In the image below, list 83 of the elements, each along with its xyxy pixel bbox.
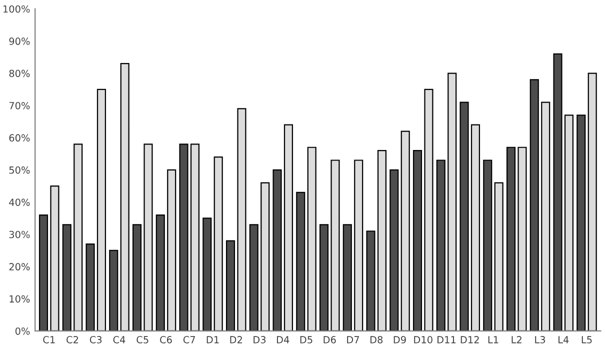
x-tick-label: C2 xyxy=(66,336,78,344)
x-tick-label: D9 xyxy=(394,336,406,344)
bar xyxy=(470,124,480,331)
bar xyxy=(342,224,352,331)
bar xyxy=(86,243,95,331)
bar xyxy=(96,88,106,331)
x-tick-label: D12 xyxy=(460,336,479,344)
x-tick-label: D3 xyxy=(254,336,266,344)
bar xyxy=(400,130,410,331)
y-tick-label: 0% xyxy=(15,327,30,335)
x-tick-label: D8 xyxy=(370,336,383,344)
bar xyxy=(553,53,562,331)
bar xyxy=(190,144,200,331)
y-tick-label: 10% xyxy=(10,295,30,303)
bar xyxy=(460,102,469,331)
bar xyxy=(144,144,153,331)
bar xyxy=(156,214,165,331)
bar xyxy=(50,185,60,331)
bar xyxy=(319,224,329,331)
x-tick-label: L2 xyxy=(512,336,522,344)
bar xyxy=(167,169,176,331)
y-tick-label: 80% xyxy=(9,70,30,78)
x-tick-label: D10 xyxy=(414,336,432,344)
y-tick-label: 60% xyxy=(9,134,30,142)
bar xyxy=(576,114,586,331)
bar xyxy=(260,182,270,331)
bar xyxy=(366,230,376,331)
y-tick-label: 50% xyxy=(9,166,30,174)
bar xyxy=(494,182,504,331)
bar xyxy=(120,63,130,331)
x-tick-label: D2 xyxy=(230,336,242,344)
x-tick-label: L4 xyxy=(558,336,569,344)
x-tick-label: L3 xyxy=(535,336,546,344)
bar xyxy=(412,150,422,331)
bar xyxy=(179,144,188,331)
bar xyxy=(448,72,457,331)
bar xyxy=(214,156,223,331)
bar xyxy=(436,160,446,331)
bar xyxy=(284,124,294,331)
x-tick-label: C4 xyxy=(113,336,126,344)
bar xyxy=(296,192,306,331)
bar xyxy=(483,160,492,331)
x-tick-label: D1 xyxy=(206,336,219,344)
bar xyxy=(506,146,516,331)
bar xyxy=(307,146,316,331)
y-tick-label: 90% xyxy=(9,38,30,45)
bar xyxy=(132,224,142,331)
bar xyxy=(237,108,246,331)
bar xyxy=(249,224,258,331)
x-tick-label: C3 xyxy=(90,336,102,344)
bar xyxy=(530,79,539,331)
y-tick-label: 40% xyxy=(9,198,30,206)
bar xyxy=(202,218,212,331)
bar xyxy=(38,214,48,331)
x-tick-label: C5 xyxy=(136,336,148,344)
x-tick-label: D7 xyxy=(347,336,359,344)
bar xyxy=(109,250,118,331)
x-tick-label: D11 xyxy=(438,336,456,344)
x-tick-label: C6 xyxy=(160,336,172,344)
bar xyxy=(74,144,83,331)
bar xyxy=(62,224,72,331)
x-tick-label: D5 xyxy=(300,336,312,344)
x-tick-label: C7 xyxy=(183,336,196,344)
x-tick-label: C1 xyxy=(43,336,55,344)
y-tick-label: 30% xyxy=(9,230,30,238)
bar xyxy=(390,169,399,331)
bar xyxy=(588,72,597,331)
bar xyxy=(226,240,236,331)
bar xyxy=(377,150,387,331)
x-tick-label: D6 xyxy=(324,336,336,344)
x-tick-label: L1 xyxy=(488,336,498,344)
x-tick-label: D4 xyxy=(276,336,290,344)
bar xyxy=(424,88,434,331)
bar xyxy=(541,102,550,331)
y-tick-label: 100% xyxy=(4,5,30,13)
bar xyxy=(564,114,574,331)
bar xyxy=(330,160,340,331)
y-tick-label: 70% xyxy=(9,102,30,110)
bar xyxy=(354,160,364,331)
x-tick-label: L5 xyxy=(582,336,592,344)
bar xyxy=(272,169,282,331)
y-tick-label: 20% xyxy=(9,263,30,270)
bar xyxy=(518,146,527,331)
